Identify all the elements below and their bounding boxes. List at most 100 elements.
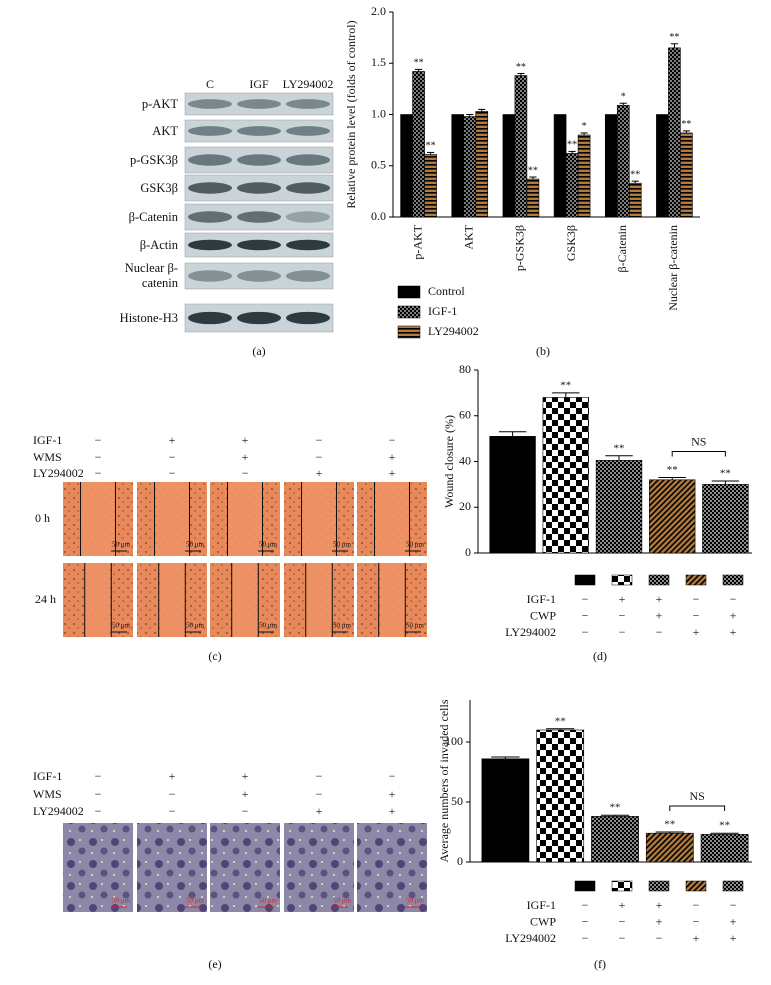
treatment-label: LY294002 xyxy=(505,625,556,639)
treatment-sign: − xyxy=(169,450,176,464)
blot-row-label: GSK3β xyxy=(140,180,178,195)
treatment-sign: − xyxy=(95,769,102,783)
blot-band xyxy=(188,211,232,223)
treatment-label: IGF-1 xyxy=(527,592,556,606)
treatment-sign: + xyxy=(169,769,176,783)
treatment-sign: − xyxy=(730,592,737,606)
blot-row-label: AKT xyxy=(152,123,178,138)
y-tick-label: 40 xyxy=(459,453,471,467)
scale-bar-label: 50 μm xyxy=(406,622,425,630)
bar-texture xyxy=(578,135,591,217)
y-tick-label: 50 xyxy=(451,794,463,808)
significance-label: ** xyxy=(719,820,730,832)
wound-gap xyxy=(85,563,111,637)
bar xyxy=(553,114,567,218)
bar xyxy=(489,436,536,554)
blot-band xyxy=(188,154,232,166)
treatment-sign: + xyxy=(656,898,663,912)
x-tick-label: AKT xyxy=(462,224,476,249)
treatment-sign: − xyxy=(316,787,323,801)
treatment-sign: + xyxy=(242,450,249,464)
significance-label: ** xyxy=(669,32,679,43)
group-swatch-texture xyxy=(649,575,669,585)
blot-row-label: β-Catenin xyxy=(128,209,178,224)
blot-band xyxy=(237,211,281,223)
blot-band xyxy=(286,99,330,109)
blot-band xyxy=(237,99,281,109)
significance-label: ** xyxy=(555,715,566,727)
treatment-sign: + xyxy=(730,608,737,622)
y-tick-label: 1.5 xyxy=(371,55,386,69)
bar-texture xyxy=(542,397,589,553)
bar-texture xyxy=(591,816,639,862)
treatment-sign: + xyxy=(693,625,700,639)
wound-gap xyxy=(159,563,185,637)
treatment-sign: − xyxy=(693,898,700,912)
blot-band xyxy=(286,154,330,166)
treatment-sign: − xyxy=(730,898,737,912)
significance-label: ** xyxy=(614,442,625,454)
wound-gap xyxy=(228,482,262,556)
blot-band xyxy=(188,126,232,136)
micrograph-texture xyxy=(210,823,280,912)
group-swatch-texture xyxy=(686,575,706,585)
blot-column-label: LY294002 xyxy=(283,77,334,91)
panel-caption: (e) xyxy=(208,957,221,971)
treatment-label: LY294002 xyxy=(33,804,84,818)
bar-texture xyxy=(680,132,693,217)
treatment-sign: − xyxy=(95,787,102,801)
blot-strip xyxy=(184,262,334,290)
wound-gap xyxy=(379,563,405,637)
significance-label: ** xyxy=(426,141,436,152)
treatment-label: IGF-1 xyxy=(33,769,62,783)
treatment-sign: + xyxy=(316,804,323,818)
blot-band xyxy=(237,182,281,194)
scale-bar-label: 50 μm xyxy=(186,622,205,630)
treatment-label: LY294002 xyxy=(505,931,556,945)
treatment-sign: + xyxy=(730,625,737,639)
treatment-sign: − xyxy=(95,450,102,464)
blot-band xyxy=(286,270,330,282)
treatment-sign: − xyxy=(169,466,176,480)
wound-gap xyxy=(81,482,115,556)
micrograph-texture xyxy=(137,823,207,912)
scale-bar-label: 50 μm xyxy=(186,541,205,549)
treatment-sign: + xyxy=(730,931,737,945)
blot-column-label: C xyxy=(206,77,214,91)
blot-row-label: p-GSK3β xyxy=(129,152,178,167)
x-tick-label: Nuclear β-catenin xyxy=(666,225,680,311)
y-axis-label: Relative protein level (folds of control… xyxy=(344,20,358,208)
treatment-sign: + xyxy=(169,433,176,447)
scale-bar-label: 50 μm xyxy=(112,622,131,630)
group-swatch-texture xyxy=(686,881,706,891)
significance-label: * xyxy=(582,121,587,132)
group-swatch-texture xyxy=(649,881,669,891)
treatment-sign: + xyxy=(389,466,396,480)
group-swatch xyxy=(574,574,596,586)
blot-band xyxy=(286,182,330,194)
comparison-label: NS xyxy=(690,789,705,803)
blot-row-label: β-Actin xyxy=(139,237,178,252)
blot-band xyxy=(188,239,232,251)
significance-label: ** xyxy=(567,140,577,151)
bar-texture xyxy=(617,105,630,217)
treatment-label: WMS xyxy=(33,450,62,464)
comparison-bracket xyxy=(671,451,726,457)
scale-bar-label: 50 μm xyxy=(112,541,131,549)
significance-label: ** xyxy=(720,467,731,479)
bar-texture xyxy=(475,111,488,217)
y-axis-label: Average numbers of invaded cells xyxy=(437,699,451,862)
treatment-sign: − xyxy=(619,625,626,639)
treatment-sign: + xyxy=(656,608,663,622)
x-tick-label: p-GSK3β xyxy=(513,225,527,271)
blot-row-label: Histone-H3 xyxy=(119,310,178,325)
blot-band xyxy=(188,311,232,325)
significance-label: * xyxy=(621,92,626,103)
treatment-sign: − xyxy=(582,625,589,639)
treatment-sign: − xyxy=(316,769,323,783)
treatment-sign: − xyxy=(693,592,700,606)
bar-texture xyxy=(649,479,696,553)
blot-band xyxy=(237,239,281,251)
blot-band xyxy=(286,311,330,325)
